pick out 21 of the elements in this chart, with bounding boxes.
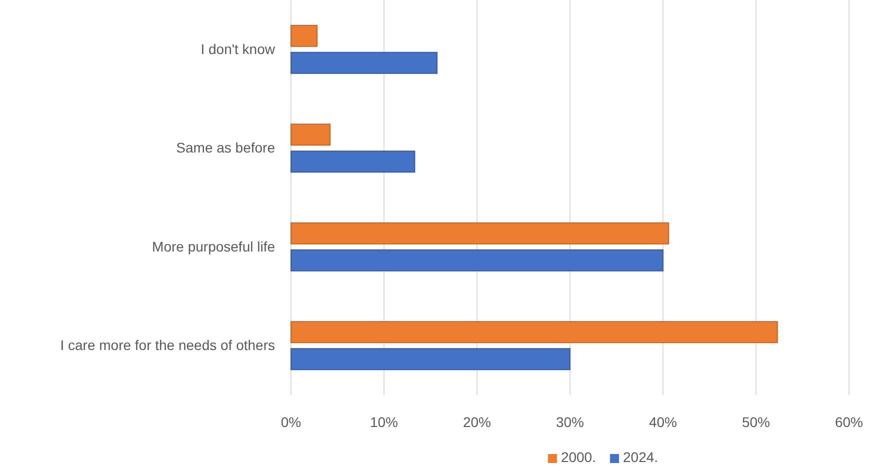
y-tick-label: More purposeful life (152, 238, 276, 254)
x-tick-label: 60% (834, 414, 864, 430)
bar (290, 150, 416, 173)
bar (290, 222, 670, 244)
y-tick-label: Same as before (176, 140, 276, 156)
x-tick-label: 0% (280, 414, 302, 430)
bar (290, 52, 438, 74)
bar (290, 24, 318, 47)
bar (290, 348, 570, 370)
bar (290, 321, 778, 344)
x-tick-label: 30% (556, 414, 584, 430)
x-tick-label: 20% (462, 414, 492, 430)
x-tick-label: 10% (370, 414, 398, 430)
x-tick-label: 40% (648, 414, 678, 430)
legend-label: 2000. (560, 449, 596, 465)
legend-label: 2024. (623, 449, 658, 465)
bar (290, 124, 331, 146)
y-tick-label: I don't know (200, 40, 276, 57)
y-tick-label: I care more for the needs of others (60, 337, 275, 354)
bar (290, 249, 664, 272)
x-tick-label: 50% (742, 414, 770, 430)
